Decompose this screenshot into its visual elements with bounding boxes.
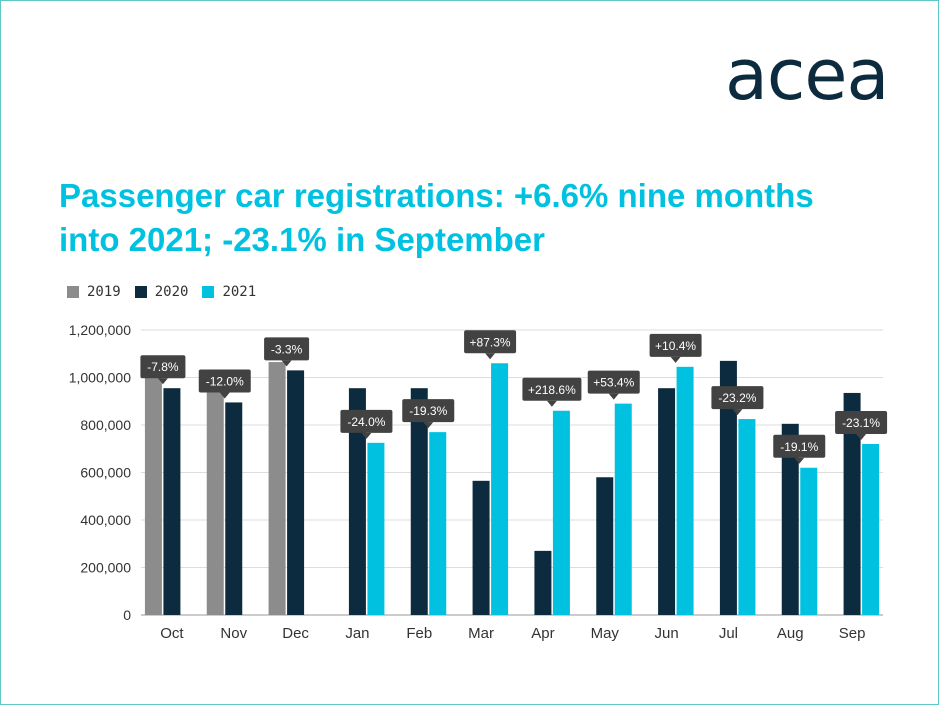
legend-label-2019: 2019: [87, 284, 121, 300]
bar-2020-sep: [843, 392, 861, 615]
change-label-box: [587, 370, 640, 394]
change-label-pointer: [856, 434, 867, 440]
change-label-pointer: [157, 378, 168, 385]
bar-2021-apr: [552, 410, 570, 615]
legend-item-2019: 2019: [67, 284, 121, 300]
change-label-box: [773, 434, 826, 458]
y-tick-label: 0: [123, 607, 131, 623]
change-label: -19.3%: [409, 404, 447, 418]
bar-2020-mar: [472, 480, 490, 615]
change-label-pointer: [361, 432, 372, 439]
x-tick-label: Apr: [531, 625, 554, 642]
y-tick-label: 600,000: [80, 465, 131, 481]
bar-2021-feb: [429, 432, 447, 615]
change-label-box: [140, 355, 186, 379]
bar-2021-aug: [800, 467, 818, 615]
chart-title: Passenger car registrations: +6.6% nine …: [59, 177, 814, 258]
change-label: +10.4%: [655, 339, 696, 353]
bar-2020-may: [596, 477, 614, 615]
change-label-box: [649, 333, 702, 357]
chart-legend: 2019 2020 2021: [67, 282, 256, 302]
change-label: -3.3%: [271, 342, 303, 356]
legend-item-2021: 2021: [202, 284, 256, 300]
y-tick-label: 1,200,000: [69, 322, 131, 338]
bar-2020-nov: [225, 402, 243, 615]
change-label: -23.2%: [718, 391, 756, 405]
bar-2021-jul: [738, 419, 756, 615]
y-tick-label: 400,000: [80, 512, 131, 528]
bar-2021-jan: [367, 442, 385, 615]
x-tick-label: Sep: [839, 625, 866, 642]
x-tick-label: Feb: [406, 625, 432, 642]
x-tick-label: May: [591, 625, 620, 642]
change-label-box: [402, 399, 455, 423]
change-label-pointer: [732, 409, 743, 416]
x-tick-label: Dec: [282, 625, 309, 642]
bar-2020-feb: [410, 388, 428, 615]
change-label-pointer: [546, 400, 557, 407]
bar-2019-oct: [144, 369, 162, 615]
change-label: -19.1%: [780, 440, 818, 454]
change-label-pointer: [670, 356, 681, 363]
bar-2020-dec: [287, 370, 305, 615]
bar-2020-jul: [719, 360, 737, 615]
change-label-pointer: [485, 353, 496, 360]
bar-2020-oct: [163, 388, 181, 615]
change-label: +87.3%: [470, 335, 511, 349]
x-tick-label: Mar: [468, 625, 494, 642]
x-tick-label: Jul: [719, 625, 738, 642]
change-label: -12.0%: [206, 374, 244, 388]
bar-2021-sep: [862, 444, 880, 615]
change-label-box: [198, 369, 251, 393]
bar-2020-jan: [348, 388, 366, 615]
legend-label-2021: 2021: [222, 284, 257, 300]
change-label-box: [340, 409, 393, 433]
change-label-box: [835, 411, 888, 434]
bar-2021-mar: [491, 363, 509, 615]
x-tick-label: Jun: [654, 625, 678, 642]
x-tick-label: Jan: [345, 625, 369, 642]
change-label: -24.0%: [347, 415, 385, 429]
legend-swatch-2019: [67, 286, 79, 298]
change-label-box: [264, 337, 310, 361]
change-label: -23.1%: [842, 416, 880, 430]
bar-2019-dec: [268, 362, 286, 615]
change-label: +218.6%: [528, 383, 576, 397]
y-tick-label: 800,000: [80, 417, 131, 433]
acea-logo: acea: [725, 34, 889, 116]
legend-swatch-2020: [134, 286, 147, 298]
change-label: +53.4%: [593, 376, 634, 390]
y-tick-label: 200,000: [80, 560, 131, 576]
change-label-box: [522, 377, 582, 401]
legend-label-2020: 2020: [154, 284, 189, 300]
change-label: -7.8%: [147, 360, 179, 374]
change-label-box: [464, 330, 517, 354]
bar-2021-jun: [676, 366, 694, 615]
x-tick-label: Oct: [160, 625, 184, 642]
x-tick-label: Nov: [220, 625, 247, 642]
change-label-pointer: [794, 457, 805, 464]
change-label-pointer: [423, 422, 434, 429]
bar-2021-may: [614, 403, 632, 615]
legend-item-2020: 2020: [134, 284, 189, 300]
change-label-pointer: [608, 393, 619, 400]
change-label-pointer: [219, 392, 230, 399]
change-label-pointer: [281, 360, 292, 367]
change-label-box: [711, 386, 764, 410]
y-tick-label: 1,000,000: [69, 370, 131, 386]
x-tick-label: Aug: [777, 625, 804, 642]
bar-2019-nov: [206, 370, 224, 615]
bar-2020-aug: [781, 423, 799, 615]
bar-2020-apr: [534, 550, 552, 615]
bar-2020-jun: [658, 388, 676, 615]
legend-swatch-2021: [202, 286, 215, 298]
